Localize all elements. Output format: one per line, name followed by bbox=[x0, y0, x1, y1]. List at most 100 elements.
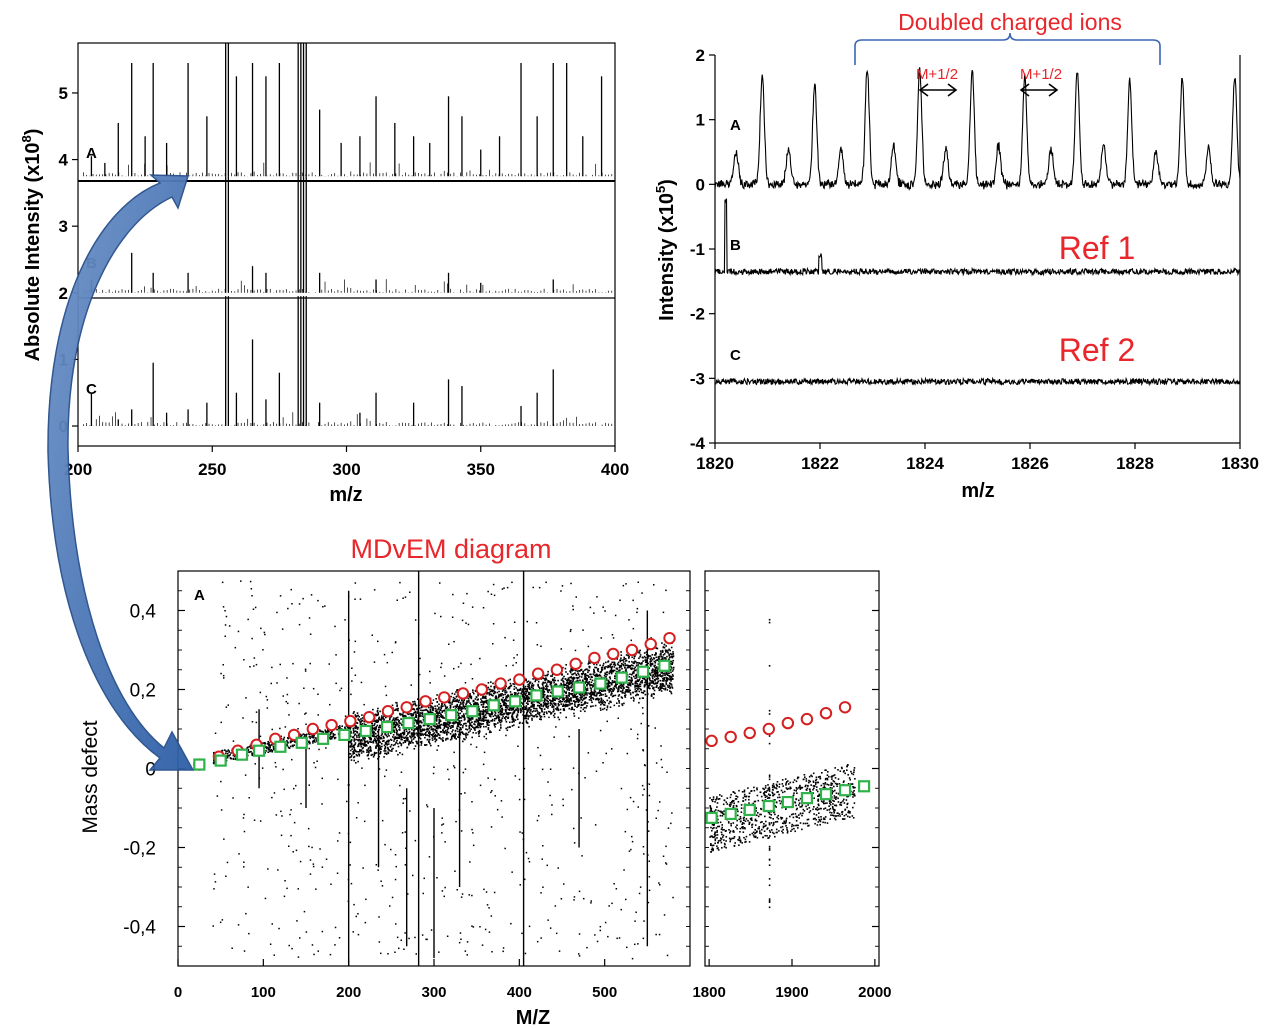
data-dot bbox=[621, 704, 624, 707]
data-dot bbox=[629, 689, 631, 692]
data-dot bbox=[663, 677, 665, 679]
data-dot bbox=[532, 715, 534, 717]
data-dot bbox=[576, 677, 578, 679]
data-dot bbox=[657, 677, 659, 680]
data-dot bbox=[477, 726, 480, 729]
data-dot bbox=[462, 701, 465, 704]
data-dot bbox=[529, 693, 531, 696]
data-dot bbox=[618, 666, 621, 669]
data-dot bbox=[570, 686, 572, 689]
data-dot bbox=[505, 697, 507, 700]
x-tick-label: 1824 bbox=[906, 454, 944, 473]
data-dot bbox=[525, 714, 528, 716]
data-dot bbox=[421, 712, 424, 714]
data-dot bbox=[478, 732, 480, 734]
data-dot bbox=[589, 687, 592, 689]
data-dot bbox=[479, 726, 482, 729]
data-dot bbox=[547, 691, 549, 693]
data-dot bbox=[542, 684, 544, 686]
data-dot bbox=[645, 663, 648, 666]
data-dot bbox=[481, 710, 484, 713]
data-dot bbox=[605, 683, 608, 685]
data-dot bbox=[631, 683, 634, 685]
data-dot bbox=[587, 676, 590, 678]
data-dot bbox=[354, 725, 357, 727]
data-dot bbox=[526, 712, 528, 714]
data-dot bbox=[505, 704, 508, 707]
data-dot bbox=[426, 727, 428, 730]
data-dot bbox=[398, 719, 401, 722]
data-dot bbox=[535, 707, 538, 710]
data-dot bbox=[668, 672, 670, 674]
data-dot bbox=[484, 697, 486, 699]
data-dot bbox=[590, 696, 593, 699]
data-dot bbox=[404, 740, 407, 742]
data-dot bbox=[550, 682, 553, 685]
data-dot bbox=[634, 669, 637, 672]
y-tick-label: 5 bbox=[59, 84, 68, 103]
data-dot bbox=[510, 693, 512, 696]
data-dot bbox=[532, 678, 534, 680]
data-dot bbox=[360, 742, 363, 744]
data-dot bbox=[598, 691, 601, 693]
data-dot bbox=[665, 682, 667, 684]
data-dot bbox=[478, 721, 480, 724]
data-dot bbox=[545, 699, 547, 701]
data-dot bbox=[467, 721, 469, 723]
data-dot bbox=[564, 691, 566, 694]
data-dot bbox=[530, 702, 533, 704]
data-dot bbox=[611, 680, 614, 682]
data-dot bbox=[563, 675, 565, 678]
data-dot bbox=[442, 740, 444, 742]
data-dot bbox=[349, 741, 352, 744]
data-dot bbox=[649, 655, 652, 657]
data-dot bbox=[390, 743, 393, 746]
data-dot bbox=[399, 734, 401, 737]
data-dot bbox=[648, 655, 650, 657]
data-dot bbox=[566, 699, 568, 701]
data-dot bbox=[521, 694, 524, 696]
data-dot bbox=[430, 728, 433, 730]
data-dot bbox=[669, 682, 671, 684]
data-dot bbox=[349, 727, 352, 729]
data-dot bbox=[571, 706, 574, 709]
data-dot bbox=[487, 712, 489, 715]
data-dot bbox=[621, 689, 624, 691]
data-dot bbox=[572, 700, 575, 702]
double-arrow-1 bbox=[918, 83, 958, 97]
data-dot bbox=[512, 707, 514, 709]
data-dot bbox=[568, 701, 570, 703]
data-dot bbox=[586, 678, 588, 680]
data-dot bbox=[553, 702, 555, 704]
data-dot bbox=[665, 671, 668, 673]
data-dot bbox=[651, 668, 654, 670]
data-dot bbox=[513, 711, 515, 713]
data-dot bbox=[476, 721, 478, 723]
data-dot bbox=[637, 688, 639, 691]
intensity-x-axis-title: m/z bbox=[329, 484, 362, 506]
data-dot bbox=[482, 700, 485, 703]
data-dot bbox=[624, 662, 626, 665]
data-dot bbox=[392, 734, 395, 736]
data-dot bbox=[397, 736, 399, 739]
data-dot bbox=[648, 667, 651, 669]
data-dot bbox=[657, 680, 659, 682]
data-dot bbox=[557, 716, 559, 719]
trace-label-a: A bbox=[730, 117, 741, 134]
data-dot bbox=[485, 709, 487, 711]
data-dot bbox=[533, 707, 535, 710]
data-dot bbox=[352, 712, 355, 715]
data-dot bbox=[599, 664, 601, 667]
data-dot bbox=[547, 702, 549, 705]
data-dot bbox=[504, 709, 507, 711]
data-dot bbox=[611, 665, 613, 668]
data-dot bbox=[647, 662, 650, 665]
data-dot bbox=[387, 747, 389, 750]
data-dot bbox=[398, 724, 400, 727]
data-dot bbox=[589, 705, 592, 708]
data-dot bbox=[600, 689, 602, 691]
data-dot bbox=[656, 671, 659, 673]
data-dot bbox=[367, 750, 370, 753]
data-dot bbox=[599, 671, 602, 673]
